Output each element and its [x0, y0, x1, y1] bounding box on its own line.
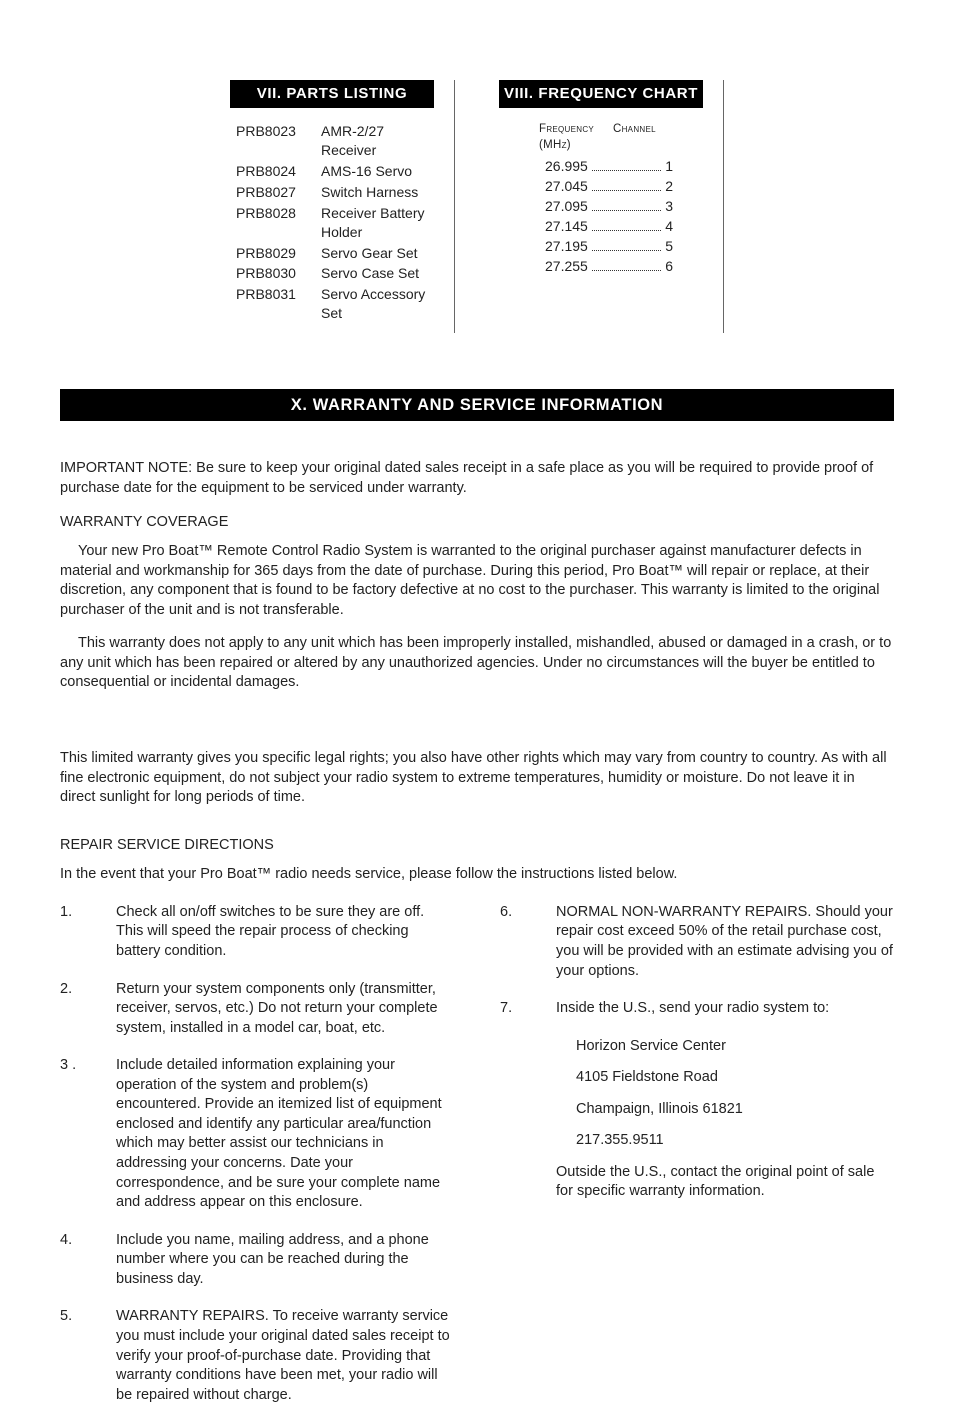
frequency-table-head: Frequency (MHz) Channel	[539, 122, 673, 153]
limited-warranty-note: This limited warranty gives you specific…	[60, 749, 894, 808]
address-name: Horizon Service Center	[576, 1037, 894, 1057]
parts-code: PRB8027	[236, 183, 321, 202]
dot-leader	[592, 210, 661, 211]
freq-row: 27.195 5	[539, 237, 673, 256]
freq-channel: 1	[665, 157, 673, 176]
freq-row: 27.095 3	[539, 197, 673, 216]
step-text: WARRANTY REPAIRS. To receive warranty se…	[116, 1307, 454, 1405]
parts-desc: Servo Accessory Set	[321, 285, 428, 323]
parts-row: PRB8024AMS-16 Servo	[236, 162, 428, 181]
step-text: Inside the U.S., send your radio system …	[556, 999, 894, 1019]
freq-row: 27.045 2	[539, 177, 673, 196]
step-number: 6.	[500, 903, 556, 981]
parts-listing-box: VII. PARTS LISTING PRB8023AMR-2/27 Recei…	[230, 80, 455, 333]
parts-desc: AMR-2/27 Receiver	[321, 122, 428, 160]
parts-row: PRB8028Receiver Battery Holder	[236, 204, 428, 242]
repair-steps-columns: 1.Check all on/off switches to be sure t…	[60, 903, 894, 1423]
step-text: Include you name, mailing address, and a…	[116, 1231, 454, 1290]
repair-steps-right: 6.NORMAL NON-WARRANTY REPAIRS. Should yo…	[500, 903, 894, 1423]
parts-desc: Receiver Battery Holder	[321, 204, 428, 242]
parts-code: PRB8023	[236, 122, 321, 160]
repair-step: 3 .Include detailed information explaini…	[60, 1056, 454, 1213]
warranty-coverage-p2: This warranty does not apply to any unit…	[60, 634, 894, 693]
freq-channel: 6	[665, 257, 673, 276]
parts-row: PRB8031Servo Accessory Set	[236, 285, 428, 323]
parts-row: PRB8029Servo Gear Set	[236, 244, 428, 263]
parts-desc: AMS-16 Servo	[321, 162, 428, 181]
parts-row: PRB8027Switch Harness	[236, 183, 428, 202]
warranty-coverage-head: WARRANTY COVERAGE	[60, 513, 894, 533]
freq-row: 27.145 4	[539, 217, 673, 236]
frequency-chart-header: VIII. FREQUENCY CHART	[499, 80, 703, 108]
step-text: Include detailed information explaining …	[116, 1056, 454, 1213]
repair-step: 5.WARRANTY REPAIRS. To receive warranty …	[60, 1307, 454, 1405]
repair-directions-head: REPAIR SERVICE DIRECTIONS	[60, 836, 894, 856]
dot-leader	[592, 190, 661, 191]
freq-value: 27.255	[539, 257, 588, 276]
parts-code: PRB8024	[236, 162, 321, 181]
parts-code: PRB8030	[236, 264, 321, 283]
parts-row: PRB8023AMR-2/27 Receiver	[236, 122, 428, 160]
dot-leader	[592, 250, 661, 251]
freq-channel: 2	[665, 177, 673, 196]
step-number: 1.	[60, 903, 116, 962]
parts-listing-header: VII. PARTS LISTING	[230, 80, 434, 108]
freq-row: 27.255 6	[539, 257, 673, 276]
frequency-table: Frequency (MHz) Channel 26.9951 27.0452 …	[499, 122, 703, 275]
step-number-empty	[500, 1163, 556, 1202]
parts-row: PRB8030Servo Case Set	[236, 264, 428, 283]
outside-us-text: Outside the U.S., contact the original p…	[556, 1163, 894, 1202]
freq-value: 27.045	[539, 177, 588, 196]
step-number: 2.	[60, 980, 116, 1039]
warranty-coverage-p1: Your new Pro Boat™ Remote Control Radio …	[60, 542, 894, 620]
outside-us-note: Outside the U.S., contact the original p…	[500, 1163, 894, 1202]
freq-col2-label: Channel	[613, 122, 673, 153]
repair-step: 1.Check all on/off switches to be sure t…	[60, 903, 454, 962]
repair-step: 7.Inside the U.S., send your radio syste…	[500, 999, 894, 1019]
dot-leader	[592, 170, 661, 171]
warranty-section-header: X. WARRANTY AND SERVICE INFORMATION	[60, 389, 894, 421]
dot-leader	[592, 230, 661, 231]
parts-code: PRB8028	[236, 204, 321, 242]
repair-steps-left: 1.Check all on/off switches to be sure t…	[60, 903, 454, 1423]
address-city: Champaign, Illinois 61821	[576, 1100, 894, 1120]
parts-table: PRB8023AMR-2/27 Receiver PRB8024AMS-16 S…	[230, 122, 434, 323]
step-text: Check all on/off switches to be sure the…	[116, 903, 454, 962]
step-number: 3 .	[60, 1056, 116, 1213]
top-section-row: VII. PARTS LISTING PRB8023AMR-2/27 Recei…	[60, 80, 894, 333]
repair-step: 4.Include you name, mailing address, and…	[60, 1231, 454, 1290]
freq-channel: 3	[665, 197, 673, 216]
freq-value: 27.195	[539, 237, 588, 256]
dot-leader	[592, 270, 661, 271]
frequency-chart-box: VIII. FREQUENCY CHART Frequency (MHz) Ch…	[499, 80, 724, 333]
step-text: NORMAL NON-WARRANTY REPAIRS. Should your…	[556, 903, 894, 981]
address-phone: 217.355.9511	[576, 1131, 894, 1151]
repair-intro: In the event that your Pro Boat™ radio n…	[60, 865, 894, 885]
repair-step: 6.NORMAL NON-WARRANTY REPAIRS. Should yo…	[500, 903, 894, 981]
step-text: Return your system components only (tran…	[116, 980, 454, 1039]
parts-desc: Servo Case Set	[321, 264, 428, 283]
freq-value: 27.095	[539, 197, 588, 216]
parts-code: PRB8031	[236, 285, 321, 323]
parts-desc: Servo Gear Set	[321, 244, 428, 263]
repair-step: 2.Return your system components only (tr…	[60, 980, 454, 1039]
step-number: 7.	[500, 999, 556, 1019]
service-address-block: Horizon Service Center 4105 Fieldstone R…	[500, 1037, 894, 1151]
address-street: 4105 Fieldstone Road	[576, 1068, 894, 1088]
freq-channel: 5	[665, 237, 673, 256]
freq-value: 26.995	[539, 157, 588, 176]
parts-desc: Switch Harness	[321, 183, 428, 202]
important-note: IMPORTANT NOTE: Be sure to keep your ori…	[60, 459, 894, 498]
step-number: 5.	[60, 1307, 116, 1405]
step-number: 4.	[60, 1231, 116, 1290]
freq-row: 26.995 1	[539, 157, 673, 176]
freq-value: 27.145	[539, 217, 588, 236]
freq-channel: 4	[665, 217, 673, 236]
freq-col1-label: Frequency (MHz)	[539, 122, 613, 153]
parts-code: PRB8029	[236, 244, 321, 263]
